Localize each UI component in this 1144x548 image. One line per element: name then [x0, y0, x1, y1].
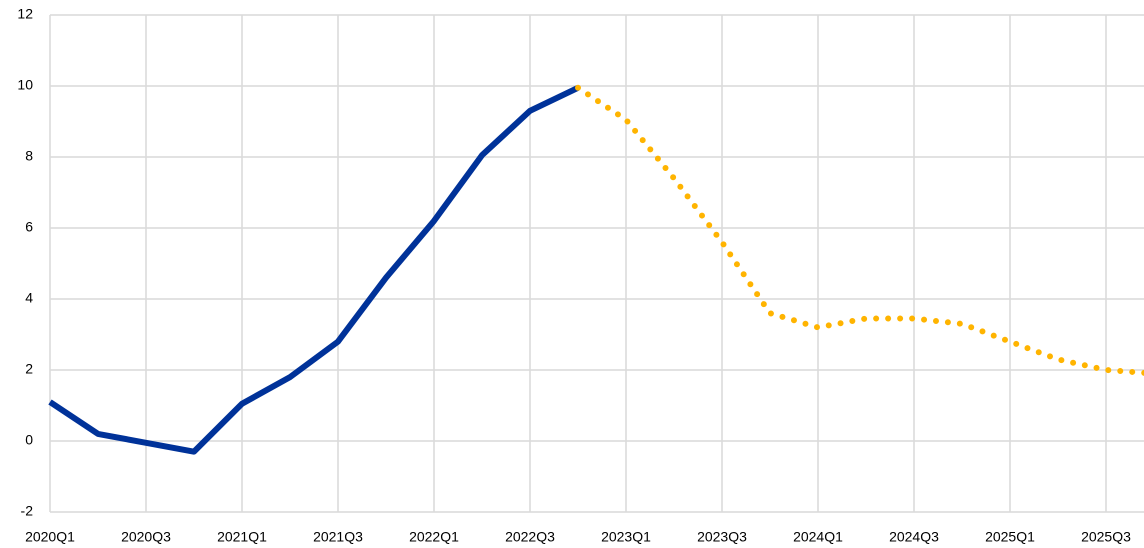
y-tick-label: -2 [21, 503, 34, 519]
x-tick-label: 2021Q3 [313, 529, 363, 545]
y-tick-label: 2 [25, 361, 33, 377]
x-tick-label: 2022Q1 [409, 529, 459, 545]
y-tick-label: 10 [17, 77, 33, 93]
x-tick-label: 2023Q1 [601, 529, 651, 545]
y-tick-label: 0 [25, 432, 33, 448]
x-tick-label: 2020Q1 [25, 529, 75, 545]
y-tick-label: 4 [25, 290, 33, 306]
x-tick-label: 2024Q1 [793, 529, 843, 545]
x-tick-label: 2020Q3 [121, 529, 171, 545]
x-tick-label: 2023Q3 [697, 529, 747, 545]
x-tick-label: 2024Q3 [889, 529, 939, 545]
x-tick-label: 2022Q3 [505, 529, 555, 545]
x-tick-label: 2025Q1 [985, 529, 1035, 545]
y-tick-label: 6 [25, 219, 33, 235]
y-tick-label: 12 [17, 6, 33, 22]
x-tick-label: 2025Q3 [1081, 529, 1131, 545]
y-tick-label: 8 [25, 148, 33, 164]
x-tick-label: 2021Q1 [217, 529, 267, 545]
series-line [48, 85, 580, 455]
series-line [575, 84, 1144, 376]
